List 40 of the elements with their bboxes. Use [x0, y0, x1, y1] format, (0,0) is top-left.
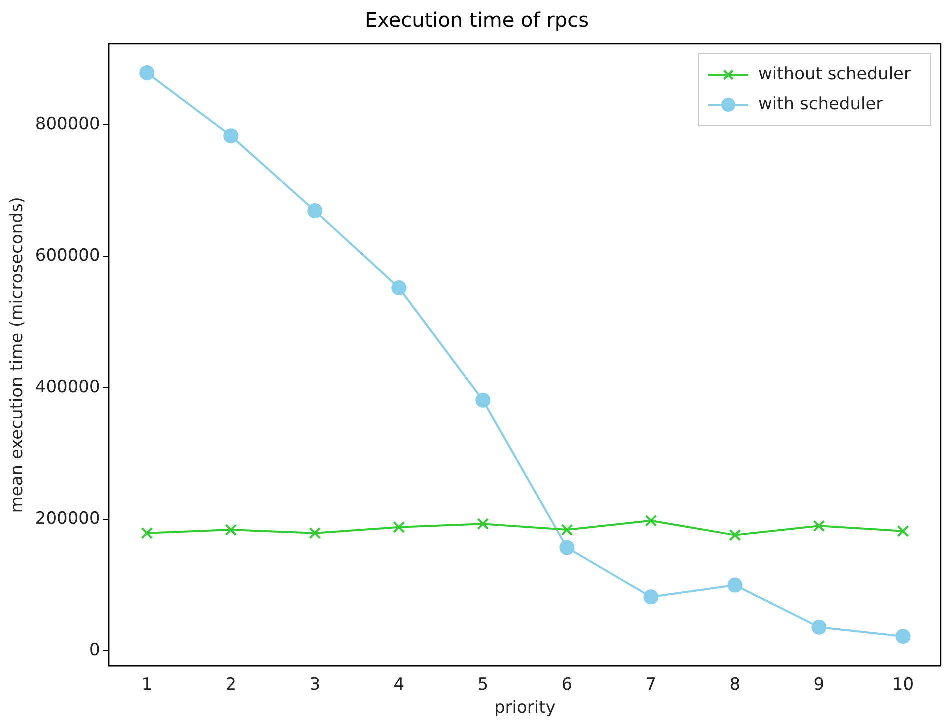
x-tick-label: 7 [646, 674, 657, 695]
x-tick-label: 2 [226, 674, 237, 695]
x-tick-label: 1 [142, 674, 153, 695]
x-tick-label: 5 [478, 674, 489, 695]
point [224, 128, 239, 144]
y-tick-label: 400000 [35, 377, 100, 398]
x-tick-label: 9 [814, 674, 825, 695]
point [309, 527, 322, 540]
point [644, 590, 659, 605]
chart-title: Execution time of rpcs [364, 8, 590, 32]
point [560, 540, 575, 556]
point [225, 524, 238, 536]
x-tick-label: 3 [310, 674, 321, 695]
y-tick-label: 200000 [35, 508, 100, 529]
point [141, 527, 154, 540]
point [140, 65, 155, 80]
point [896, 629, 911, 644]
point [645, 514, 658, 527]
point [812, 620, 827, 635]
y-tick-label: 0 [89, 640, 100, 660]
x-tick-label: 10 [892, 674, 914, 695]
point [476, 392, 491, 408]
point [728, 578, 743, 593]
y-axis-title: mean execution time (microseconds) [8, 197, 28, 514]
y-tick-label: 800000 [35, 114, 100, 134]
legend-label: with scheduler [758, 94, 884, 114]
point [477, 518, 490, 530]
x-tick-label: 6 [562, 674, 573, 695]
point [729, 529, 742, 542]
point [897, 525, 910, 538]
point [308, 204, 323, 219]
point [813, 520, 826, 532]
x-axis-title: priority [494, 698, 556, 718]
x-tick-label: 8 [730, 674, 741, 695]
legend-label: without scheduler [758, 64, 912, 84]
point [561, 524, 574, 536]
point [393, 521, 406, 534]
point [392, 280, 407, 296]
y-tick-label: 600000 [35, 246, 100, 266]
x-tick-label: 4 [394, 674, 405, 695]
